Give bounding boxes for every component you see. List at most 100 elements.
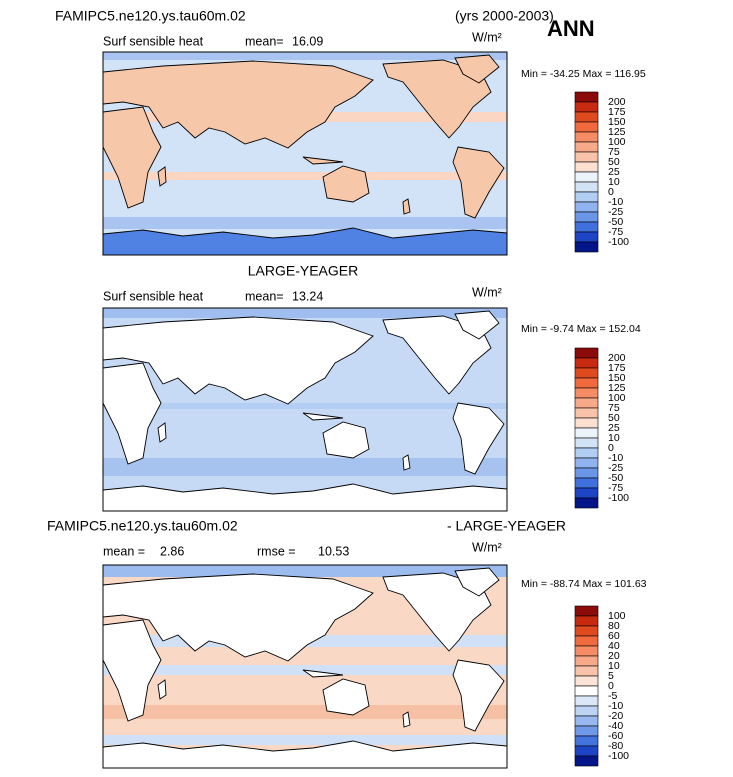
land (302, 412, 344, 421)
colorbar-box (574, 635, 599, 647)
colorbar-label: 75 (608, 146, 620, 158)
variable: Surf sensible heat (103, 34, 204, 48)
mean-value: 2.86 (160, 544, 184, 558)
colorbar-box (574, 755, 599, 767)
colorbar-label: -10 (608, 196, 623, 208)
land (103, 573, 374, 662)
colorbar-label: 175 (608, 106, 626, 118)
land (157, 679, 167, 700)
ocean-band (103, 308, 507, 318)
colorbar-label: 100 (608, 610, 626, 622)
colorbar-box (574, 367, 599, 379)
colorbar-box (574, 655, 599, 667)
min-max: Min = -34.25 Max = 116.95 (521, 68, 646, 80)
colorbar-box (574, 735, 599, 747)
colorbar-box (574, 427, 599, 439)
colorbar-box (574, 377, 599, 389)
colorbar-box (574, 725, 599, 737)
antarctica (103, 740, 507, 768)
ocean-band (103, 735, 507, 745)
colorbar-box (574, 181, 599, 193)
land (103, 362, 162, 465)
colorbar-label: -20 (608, 710, 623, 722)
mean-label: mean = (103, 544, 145, 558)
map-frame (102, 564, 508, 769)
colorbar-label: 50 (608, 412, 620, 424)
colorbar-box (574, 397, 599, 409)
colorbar-box (574, 615, 599, 627)
colorbar-box (574, 487, 599, 499)
mean-value: 13.24 (292, 289, 323, 303)
antarctica (103, 227, 507, 255)
land (452, 146, 505, 219)
map-body (103, 52, 507, 255)
land (402, 711, 411, 728)
land (302, 156, 344, 165)
units: W/m² (472, 30, 502, 44)
land (322, 421, 370, 459)
land (452, 402, 505, 475)
ocean-band (103, 217, 507, 229)
land (103, 619, 162, 722)
colorbar-label: -5 (608, 690, 617, 702)
colorbar-label: 80 (608, 620, 620, 632)
colorbar-box (574, 705, 599, 717)
colorbar-label: 75 (608, 402, 620, 414)
colorbar-label: 0 (608, 442, 614, 454)
colorbar-box (574, 201, 599, 213)
colorbar-box (574, 497, 599, 509)
colorbar-box (574, 357, 599, 369)
colorbar-label: 10 (608, 660, 620, 672)
colorbar-box (574, 407, 599, 419)
units: W/m² (472, 540, 502, 554)
colorbar-label: -50 (608, 216, 623, 228)
land (454, 54, 500, 84)
land (322, 678, 370, 716)
colorbar-label: 40 (608, 640, 620, 652)
colorbar-box (574, 605, 599, 617)
map (102, 51, 508, 256)
colorbar-box (574, 231, 599, 243)
colorbar-box (574, 675, 599, 687)
colorbar-box (574, 141, 599, 153)
colorbar-box (574, 417, 599, 429)
mean-label: mean= (245, 34, 284, 48)
colorbar-label: 25 (608, 422, 620, 434)
colorbar-box (574, 131, 599, 143)
colorbar-label: -10 (608, 452, 623, 464)
colorbar-label: -60 (608, 730, 623, 742)
units: W/m² (472, 285, 502, 299)
colorbar-label: 175 (608, 362, 626, 374)
colorbar-label: -10 (608, 700, 623, 712)
land (452, 659, 505, 732)
land (454, 310, 500, 340)
colorbar-label: 10 (608, 176, 620, 188)
colorbar-label: 150 (608, 372, 626, 384)
colorbar-box (574, 477, 599, 489)
colorbar-box (574, 745, 599, 757)
season: ANN (547, 16, 595, 41)
colorbar-label: 0 (608, 680, 614, 692)
land (103, 106, 162, 209)
colorbar-box (574, 241, 599, 253)
colorbar-box (574, 695, 599, 707)
colorbar-label: 50 (608, 156, 620, 168)
colorbar-box (574, 111, 599, 123)
map (102, 564, 508, 769)
land (454, 567, 500, 597)
colorbar-label: 150 (608, 116, 626, 128)
colorbar-box (574, 211, 599, 223)
map-body (103, 565, 507, 768)
colorbar-label: -100 (608, 236, 629, 248)
rmse-label: rmse = (257, 544, 296, 558)
colorbar-label: -75 (608, 482, 623, 494)
map (102, 307, 508, 512)
ocean-band (103, 52, 507, 60)
colorbar-box (574, 221, 599, 233)
colorbar-label: -75 (608, 226, 623, 238)
colorbar-label: 125 (608, 382, 626, 394)
colorbar-label: 60 (608, 630, 620, 642)
map-frame (102, 51, 508, 256)
colorbar-label: 20 (608, 650, 620, 662)
